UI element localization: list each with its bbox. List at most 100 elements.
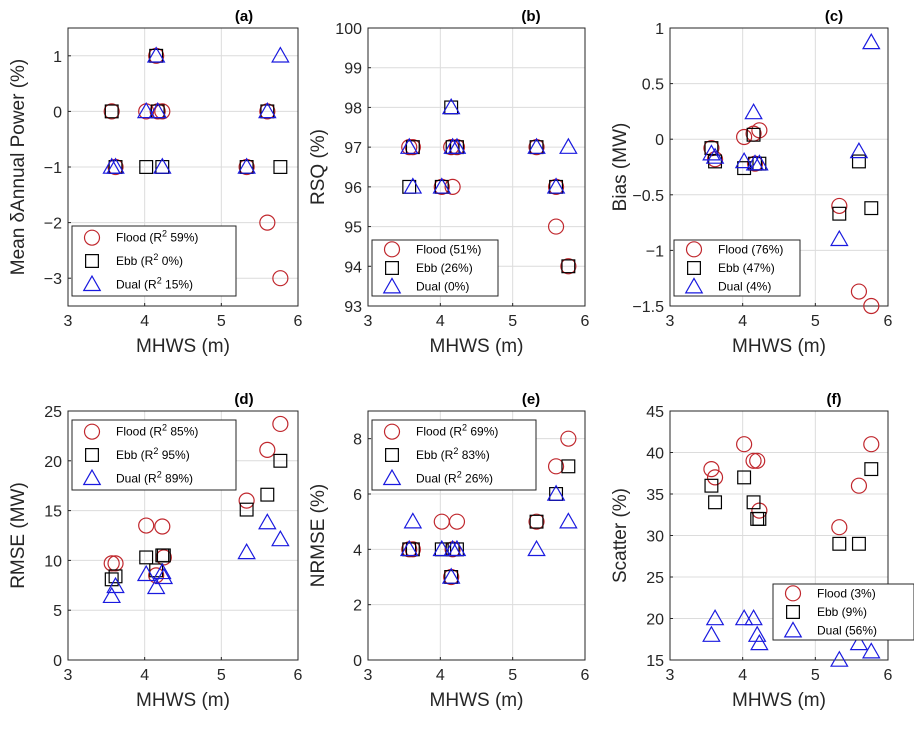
data-point (447, 137, 467, 154)
data-point (546, 177, 566, 194)
data-point (850, 283, 868, 300)
legend-entry: Dual (R2 15%) (116, 275, 193, 291)
data-point (237, 542, 256, 560)
data-point (560, 430, 577, 447)
y-tick-label: 93 (344, 299, 362, 316)
data-point (862, 642, 881, 659)
y-axis-label: Scatter (%) (610, 488, 631, 583)
x-tick-label: 6 (884, 667, 893, 684)
legend-marker (786, 605, 800, 619)
y-tick-label: 15 (646, 653, 664, 670)
legend-entry: Flood (3%) (817, 586, 876, 600)
x-tick-label: 3 (666, 313, 675, 330)
chart-panel-2: 3 4 5 6 93 94 95 96 97 98 99 100 MHWS (m) RSQ (%) (b) F… (308, 8, 590, 357)
x-tick-label: 4 (436, 313, 445, 330)
data-point (238, 492, 255, 509)
data-point (705, 147, 725, 164)
legend: Flood (3%) Ebb (9%) Dual (56%) (772, 583, 914, 641)
x-tick-label: 5 (508, 667, 517, 684)
series-triangle (399, 97, 578, 194)
series-triangle (702, 32, 881, 247)
legend-marker (382, 468, 402, 486)
y-tick-label: 20 (44, 454, 62, 471)
y-tick-label: 30 (646, 529, 664, 546)
legend-entry: Dual (0%) (416, 280, 469, 294)
data-point (432, 177, 452, 194)
legend-entry: Ebb (R2 0%) (116, 252, 183, 268)
data-point (560, 258, 577, 275)
data-point (745, 452, 762, 469)
data-point (863, 297, 880, 315)
legend-marker (687, 261, 701, 275)
data-point (273, 160, 288, 174)
series-circle (703, 436, 880, 536)
y-tick-label: 0 (53, 104, 62, 121)
y-axis-label: RSQ (%) (308, 129, 329, 205)
panel-label: (b) (521, 8, 540, 25)
chart-panel-4: 3 4 5 6 0 5 10 15 20 25 MHWS (m) RMSE (MW) (d) Flood … (8, 391, 303, 711)
data-point (447, 539, 467, 557)
data-point (154, 567, 174, 585)
y-tick-label: 20 (646, 612, 664, 629)
x-axis-label: MHWS (m) (430, 690, 524, 711)
data-point (747, 625, 767, 642)
data-point (708, 495, 723, 510)
legend-marker (82, 274, 102, 292)
legend: Flood (51%) Ebb (26%) Dual (0%) (371, 239, 499, 297)
data-point (864, 201, 879, 216)
legend-marker (685, 241, 703, 258)
data-point (103, 555, 120, 572)
series-triangle (702, 609, 881, 667)
y-tick-label: 5 (53, 603, 62, 620)
data-point (832, 536, 847, 551)
data-point (259, 214, 276, 231)
y-tick-label: 35 (646, 487, 664, 504)
data-point (851, 536, 866, 551)
legend-entry: Flood (R2 85%) (116, 423, 198, 439)
data-point (139, 550, 154, 565)
y-tick-label: 8 (353, 432, 362, 449)
y-tick-label: 94 (344, 259, 362, 276)
chart-panel-3: 3 4 5 6 −1.5 −1 −0.5 0 0.5 1 MHWS (m) Bias (MW) (c) F… (610, 8, 893, 357)
legend: Flood (76%) Ebb (47%) Dual (4%) (673, 239, 801, 297)
data-point (744, 103, 763, 120)
data-point (403, 512, 423, 529)
data-point (271, 530, 290, 547)
x-tick-label: 3 (64, 313, 73, 330)
data-point (744, 609, 763, 626)
x-tick-label: 4 (436, 667, 445, 684)
data-point (864, 462, 879, 477)
x-tick-label: 3 (364, 667, 373, 684)
data-point (399, 539, 419, 557)
x-tick-label: 3 (364, 313, 373, 330)
y-tick-label: 0 (353, 653, 362, 670)
y-tick-label: 10 (44, 553, 62, 570)
axes-frame (67, 410, 299, 661)
data-point (527, 539, 546, 557)
legend-entry: Ebb (9%) (817, 605, 867, 619)
x-axis-label: MHWS (m) (136, 690, 230, 711)
data-point (148, 101, 167, 119)
data-point (529, 514, 544, 529)
data-point (259, 441, 276, 458)
legend-box (371, 239, 499, 297)
panel-label: (c) (825, 8, 843, 25)
data-point (432, 539, 452, 557)
data-point (736, 128, 753, 146)
y-axis-label: NRMSE (%) (308, 484, 329, 587)
data-point (737, 470, 752, 485)
data-point (154, 103, 171, 120)
legend-entry: Flood (R2 59%) (116, 229, 198, 245)
legend-marker (382, 277, 402, 294)
legend-entry: Ebb (26%) (416, 261, 473, 275)
legend: Flood (R2 59%) Ebb (R2 0%) Dual (R2 15%) (71, 225, 237, 297)
legend-marker (383, 241, 401, 258)
legend-marker (85, 448, 99, 462)
x-axis-label: MHWS (m) (732, 690, 826, 711)
data-point (702, 144, 721, 161)
data-point (272, 270, 289, 287)
legend-entry: Ebb (47%) (718, 261, 775, 275)
data-point (746, 127, 761, 142)
axes-frame (367, 410, 586, 661)
